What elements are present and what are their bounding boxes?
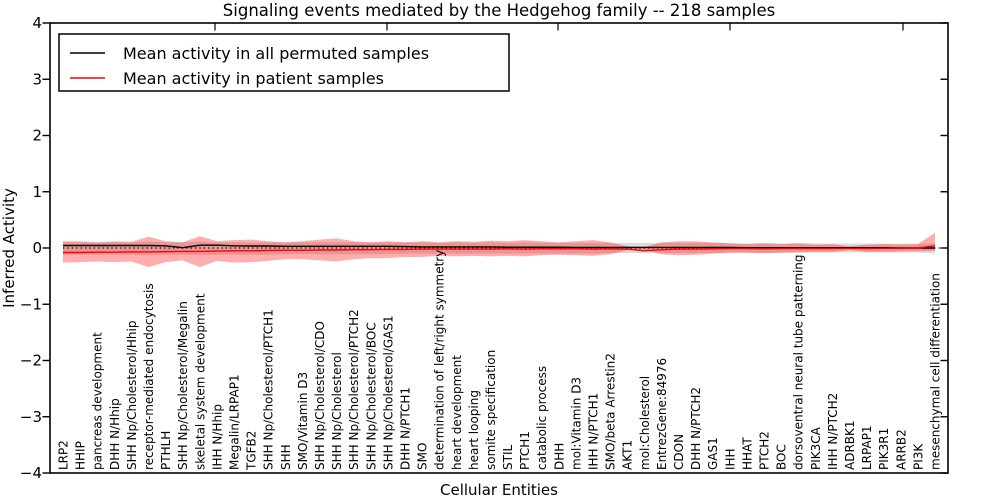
x-category-label: SHH — [279, 444, 293, 470]
x-category-label: PI3K — [911, 443, 925, 470]
y-tick-label: −3 — [20, 408, 42, 426]
mean-lines-layer — [63, 244, 940, 254]
x-category-label: DHH N/PTCH2 — [689, 387, 703, 470]
x-category-label: LRP2 — [57, 440, 71, 470]
x-category-label: GAS1 — [706, 437, 720, 470]
x-category-label: Megalin/LRPAP1 — [228, 374, 242, 470]
x-category-label: STIL — [501, 445, 515, 470]
x-category-label: DHH — [552, 443, 566, 470]
x-category-label: EntrezGene:84976 — [655, 358, 669, 470]
x-category-label: LRPAP1 — [860, 425, 874, 470]
x-category-label: receptor-mediated endocytosis — [142, 283, 156, 470]
y-tick-label: −4 — [20, 464, 42, 482]
x-category-label: BOC — [775, 444, 789, 470]
x-category-label: IHH N/PTCH2 — [826, 393, 840, 470]
x-category-label: SMO — [416, 443, 430, 470]
x-category-label: TGFB2 — [245, 431, 259, 471]
axis-ticks-layer — [42, 22, 948, 474]
x-category-label: IHH — [723, 448, 737, 470]
x-category-label: ARRB2 — [894, 429, 908, 470]
x-category-label: SMO/beta Arrestin2 — [604, 353, 618, 470]
y-tick-label: 0 — [32, 239, 42, 257]
y-tick-label: 3 — [32, 70, 42, 88]
x-category-label: SHH Np/Cholesterol/PTCH1 — [262, 309, 276, 470]
x-category-label: PIK3R1 — [877, 428, 891, 470]
x-category-label: determination of left/right symmetry — [433, 250, 447, 470]
chart-title: Signaling events mediated by the Hedgeho… — [223, 1, 775, 20]
x-category-label: SHH Np/Cholesterol/GAS1 — [381, 315, 395, 470]
x-category-label: pancreas development — [91, 332, 105, 470]
patient-mean-line — [63, 245, 936, 254]
x-category-label: CDON — [672, 434, 686, 470]
x-category-label: dorsoventral neural tube patterning — [792, 254, 806, 470]
x-category-label: SHH Np/Cholesterol/Hhip — [125, 321, 139, 470]
x-category-label: mesenchymal cell differentiation — [929, 273, 943, 470]
x-category-label: heart development — [450, 355, 464, 470]
x-category-label: heart looping — [467, 390, 481, 470]
x-category-label: IHH N/Hhip — [210, 404, 224, 470]
x-category-label: SMO/Vitamin D3 — [296, 372, 310, 470]
legend-label-permuted: Mean activity in all permuted samples — [123, 44, 429, 63]
x-category-label: PTCH2 — [758, 431, 772, 470]
x-category-label: ADRBK1 — [843, 420, 857, 470]
x-category-label: mol:Cholesterol — [638, 376, 652, 470]
x-category-label: DHH N/Hhip — [108, 398, 122, 470]
x-category-label: catabolic process — [535, 366, 549, 470]
x-category-label: AKT1 — [621, 440, 635, 470]
x-category-label: DHH N/PTCH1 — [399, 387, 413, 470]
patient-std-band — [63, 232, 935, 268]
x-category-label: skeletal system development — [193, 293, 207, 470]
x-category-labels: LRP2 HHIP pancreas development DHH N/Hhip SH… — [57, 250, 943, 471]
y-tick-label: 2 — [32, 127, 42, 145]
x-category-label: SHH Np/Cholesterol — [330, 352, 344, 470]
x-category-label: PTCH1 — [518, 431, 532, 470]
x-category-label: SHH Np/Cholesterol/PTCH2 — [347, 309, 361, 470]
x-category-label: HHAT — [740, 437, 754, 470]
x-category-label: SHH Np/Cholesterol/BOC — [364, 322, 378, 470]
legend-label-patient: Mean activity in patient samples — [123, 69, 384, 88]
y-tick-label: 1 — [32, 183, 42, 201]
x-category-label: PIK3CA — [809, 426, 823, 470]
y-axis-label: Inferred Activity — [0, 188, 18, 308]
x-category-label: PTHLH — [159, 431, 173, 470]
x-category-label: SHH Np/Cholesterol/CDO — [313, 321, 327, 470]
y-tick-label: 4 — [32, 14, 42, 32]
x-category-label: SHH Np/Cholesterol/Megalin — [176, 301, 190, 470]
permuted-mean-line — [63, 244, 935, 249]
x-category-label: mol:Vitamin D3 — [569, 377, 583, 470]
y-tick-label: −2 — [20, 352, 42, 370]
x-category-label: HHIP — [74, 441, 88, 470]
legend-box — [58, 33, 510, 92]
x-axis-label: Cellular Entities — [440, 481, 558, 499]
y-tick-labels: −4 −3 −2 −1 0 1 2 3 4 — [20, 14, 42, 482]
x-category-label: somite specification — [484, 350, 498, 470]
legend: Mean activity in all permuted samples Me… — [58, 33, 510, 92]
y-tick-label: −1 — [20, 295, 42, 313]
x-category-label: IHH N/PTCH1 — [587, 393, 601, 470]
